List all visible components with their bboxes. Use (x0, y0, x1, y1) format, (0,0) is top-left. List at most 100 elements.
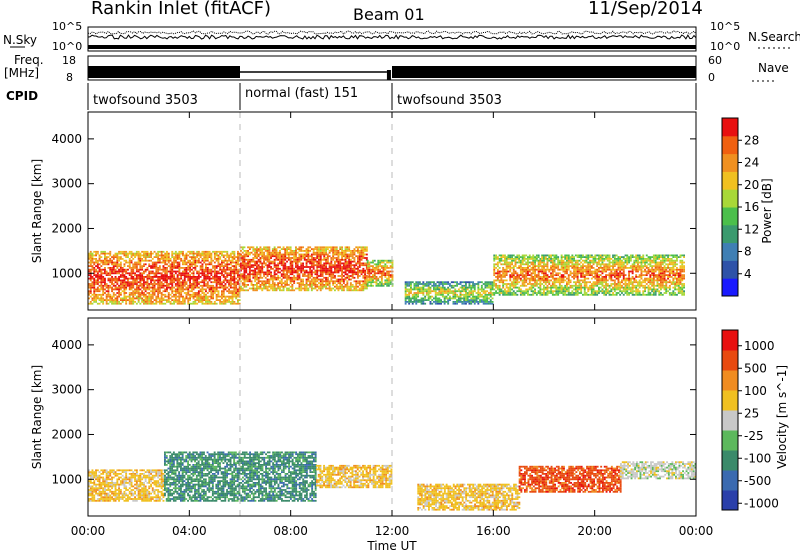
power-cell (219, 265, 221, 267)
power-cell (219, 269, 221, 271)
power-cell (154, 274, 156, 276)
power-cell (304, 270, 306, 272)
power-cell (552, 255, 554, 257)
power-cell (600, 280, 602, 282)
power-cell (493, 274, 495, 276)
power-cell (557, 267, 559, 269)
power-cell (218, 283, 220, 285)
power-cell (196, 265, 198, 267)
power-cell (364, 284, 366, 286)
power-cell (223, 260, 225, 262)
power-cell (214, 256, 216, 258)
power-cell (531, 258, 533, 260)
power-cell (116, 301, 118, 303)
power-cell (341, 246, 343, 248)
power-cell (566, 278, 568, 280)
power-cell (122, 280, 124, 282)
power-cell (237, 290, 239, 292)
power-cell (102, 301, 104, 303)
power-cell (545, 272, 547, 274)
power-cell (150, 278, 152, 280)
power-cell (587, 289, 589, 291)
power-cell (311, 284, 313, 286)
power-cell (451, 290, 453, 292)
power-cell (134, 281, 136, 283)
power-cell (550, 255, 552, 257)
power-cell (138, 281, 140, 283)
power-cell (230, 262, 232, 264)
power-cell (557, 260, 559, 262)
power-cell (532, 263, 534, 265)
power-cell (263, 259, 265, 261)
power-cell (223, 287, 225, 289)
power-cell (322, 250, 324, 252)
power-cell (345, 252, 347, 254)
power-cell (159, 265, 161, 267)
power-cell (541, 267, 543, 269)
power-cell (481, 290, 483, 292)
power-cell (291, 263, 293, 265)
power-cell (290, 259, 292, 261)
power-cell (506, 280, 508, 282)
power-cell (223, 274, 225, 276)
power-cell (557, 294, 559, 296)
power-cell (367, 281, 369, 283)
power-cell (417, 296, 419, 298)
power-cell (357, 261, 359, 263)
power-cell (345, 284, 347, 286)
power-cell (573, 274, 575, 276)
power-cell (164, 281, 166, 283)
power-cell (362, 275, 364, 277)
power-cell (102, 287, 104, 289)
power-cell (453, 298, 455, 300)
power-cell (334, 272, 336, 274)
power-cell (493, 292, 495, 294)
power-cell (392, 263, 394, 265)
power-cell (315, 246, 317, 248)
power-cell (299, 248, 301, 250)
power-cell (354, 268, 356, 270)
power-cell (127, 299, 129, 301)
power-cell (177, 263, 179, 265)
power-cell (108, 285, 110, 287)
power-cell (182, 253, 184, 255)
power-cell (184, 283, 186, 285)
power-cell (202, 296, 204, 298)
power-cell (336, 279, 338, 281)
power-cell (575, 271, 577, 273)
power-cell (230, 298, 232, 300)
power-cell (136, 285, 138, 287)
power-cell (178, 262, 180, 264)
power-cell (463, 294, 465, 296)
power-cell (225, 289, 227, 291)
power-cell (541, 280, 543, 282)
power-cell (529, 289, 531, 291)
power-cell (313, 264, 315, 266)
power-cell (541, 260, 543, 262)
power-cell (186, 287, 188, 289)
power-cell (472, 281, 474, 283)
power-cell (447, 299, 449, 301)
power-cell (124, 276, 126, 278)
power-cell (111, 303, 113, 305)
power-cell (164, 272, 166, 274)
power-cell (141, 251, 143, 253)
power-cell (550, 256, 552, 258)
power-cell (419, 287, 421, 289)
power-cell (359, 282, 361, 284)
power-cell (100, 256, 102, 258)
power-cell (302, 263, 304, 265)
power-cell (299, 282, 301, 284)
power-cell (93, 289, 95, 291)
power-cell (594, 285, 596, 287)
power-cell (290, 252, 292, 254)
power-cell (116, 289, 118, 291)
power-cell (233, 303, 235, 305)
power-cell (286, 266, 288, 268)
power-cell (194, 296, 196, 298)
power-cell (355, 268, 357, 270)
power-cell (566, 271, 568, 273)
power-cell (164, 253, 166, 255)
power-cell (219, 285, 221, 287)
power-cell (270, 252, 272, 254)
